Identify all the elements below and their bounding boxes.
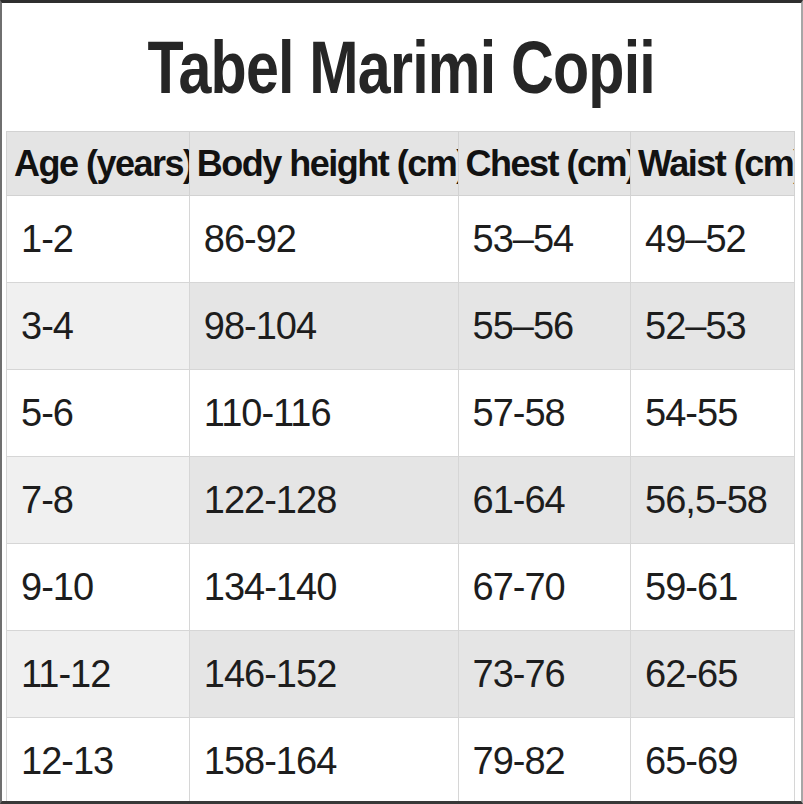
table-cell-age: 5-6 [7, 370, 190, 457]
table-cell-waist: 54-55 [631, 370, 795, 457]
table-cell-height: 134-140 [189, 544, 458, 631]
table-cell-age: 12-13 [7, 718, 190, 804]
table-row: 3-4 98-104 55–56 52–53 [7, 283, 795, 370]
table-header-row: Age (years) Body height (cm) Chest (cm) … [7, 132, 795, 196]
children-size-table: Age (years) Body height (cm) Chest (cm) … [6, 131, 795, 804]
table-row: 5-6 110-116 57-58 54-55 [7, 370, 795, 457]
table-row: 7-8 122-128 61-64 56,5-58 [7, 457, 795, 544]
table-cell-waist: 62-65 [631, 631, 795, 718]
table-cell-chest: 53–54 [458, 196, 631, 283]
column-header-height: Body height (cm) [189, 132, 458, 196]
page-title: Tabel Marimi Copii [148, 31, 656, 105]
table-cell-height: 98-104 [189, 283, 458, 370]
table-cell-height: 110-116 [189, 370, 458, 457]
table-cell-waist: 65-69 [631, 718, 795, 804]
table-cell-age: 1-2 [7, 196, 190, 283]
table-cell-age: 3-4 [7, 283, 190, 370]
column-header-chest: Chest (cm) [458, 132, 631, 196]
table-cell-age: 9-10 [7, 544, 190, 631]
table-cell-height: 86-92 [189, 196, 458, 283]
column-header-waist: Waist (cm) [631, 132, 795, 196]
table-cell-chest: 55–56 [458, 283, 631, 370]
table-cell-age: 7-8 [7, 457, 190, 544]
title-area: Tabel Marimi Copii [0, 0, 803, 131]
table-cell-waist: 59-61 [631, 544, 795, 631]
table-cell-waist: 56,5-58 [631, 457, 795, 544]
table-row: 12-13 158-164 79-82 65-69 [7, 718, 795, 804]
table-cell-waist: 52–53 [631, 283, 795, 370]
table-row: 1-2 86-92 53–54 49–52 [7, 196, 795, 283]
table-cell-chest: 79-82 [458, 718, 631, 804]
table-cell-height: 146-152 [189, 631, 458, 718]
table-cell-height: 158-164 [189, 718, 458, 804]
table-cell-waist: 49–52 [631, 196, 795, 283]
table-row: 9-10 134-140 67-70 59-61 [7, 544, 795, 631]
column-header-age: Age (years) [7, 132, 190, 196]
table-cell-chest: 67-70 [458, 544, 631, 631]
size-chart-page: Tabel Marimi Copii Age (years) Body heig… [0, 0, 803, 804]
table-cell-chest: 57-58 [458, 370, 631, 457]
table-cell-age: 11-12 [7, 631, 190, 718]
table-row: 11-12 146-152 73-76 62-65 [7, 631, 795, 718]
table-cell-chest: 73-76 [458, 631, 631, 718]
table-cell-chest: 61-64 [458, 457, 631, 544]
table-cell-height: 122-128 [189, 457, 458, 544]
